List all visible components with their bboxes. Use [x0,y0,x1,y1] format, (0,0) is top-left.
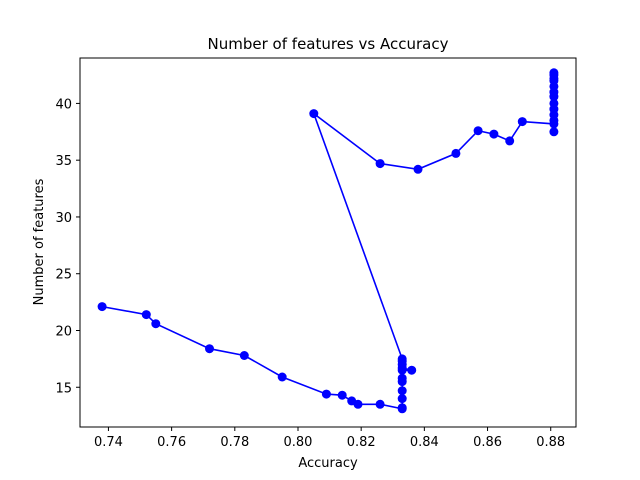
data-point [337,390,347,400]
y-axis-label: Number of features [32,178,47,305]
y-tick-label: 35 [55,154,72,169]
data-point [397,373,407,383]
y-tick-label: 40 [55,97,72,112]
x-tick-label: 0.86 [473,435,502,450]
data-point [397,403,407,413]
x-tick-label: 0.78 [220,435,249,450]
data-point [407,365,417,375]
data-point [451,148,461,158]
y-tick-label: 15 [55,381,72,396]
data-point [397,394,407,404]
data-point [97,302,107,312]
data-point [549,127,559,137]
x-tick-label: 0.80 [284,435,313,450]
data-point [549,68,559,78]
x-axis-label: Accuracy [298,456,358,471]
data-point [151,319,161,329]
data-point [239,351,249,360]
data-point [141,310,151,320]
data-point [353,399,363,409]
data-point [375,399,385,409]
x-tick-label: 0.76 [157,435,186,450]
data-point [549,98,559,108]
data-point [489,129,499,139]
series-markers [97,68,559,414]
data-point [309,109,319,119]
y-axis: 15 20 25 30 35 40 [55,97,80,396]
y-tick-label: 30 [55,211,72,226]
data-point [205,344,214,354]
x-axis: 0.74 0.76 0.78 0.80 0.82 0.84 0.86 0.88 [94,427,565,450]
data-point [413,164,423,174]
data-point [473,126,483,136]
x-tick-label: 0.74 [94,435,123,450]
data-point [321,389,331,399]
x-tick-label: 0.88 [536,435,565,450]
y-tick-label: 20 [55,324,72,339]
data-point [517,117,527,127]
chart-title: Number of features vs Accuracy [208,35,449,53]
data-point [375,159,385,169]
data-point [397,386,407,396]
x-tick-label: 0.84 [410,435,439,450]
x-tick-label: 0.82 [347,435,376,450]
plot-area [79,57,577,428]
data-point [277,372,287,382]
data-point [505,136,515,146]
data-point [397,354,407,364]
y-tick-label: 25 [55,268,72,283]
